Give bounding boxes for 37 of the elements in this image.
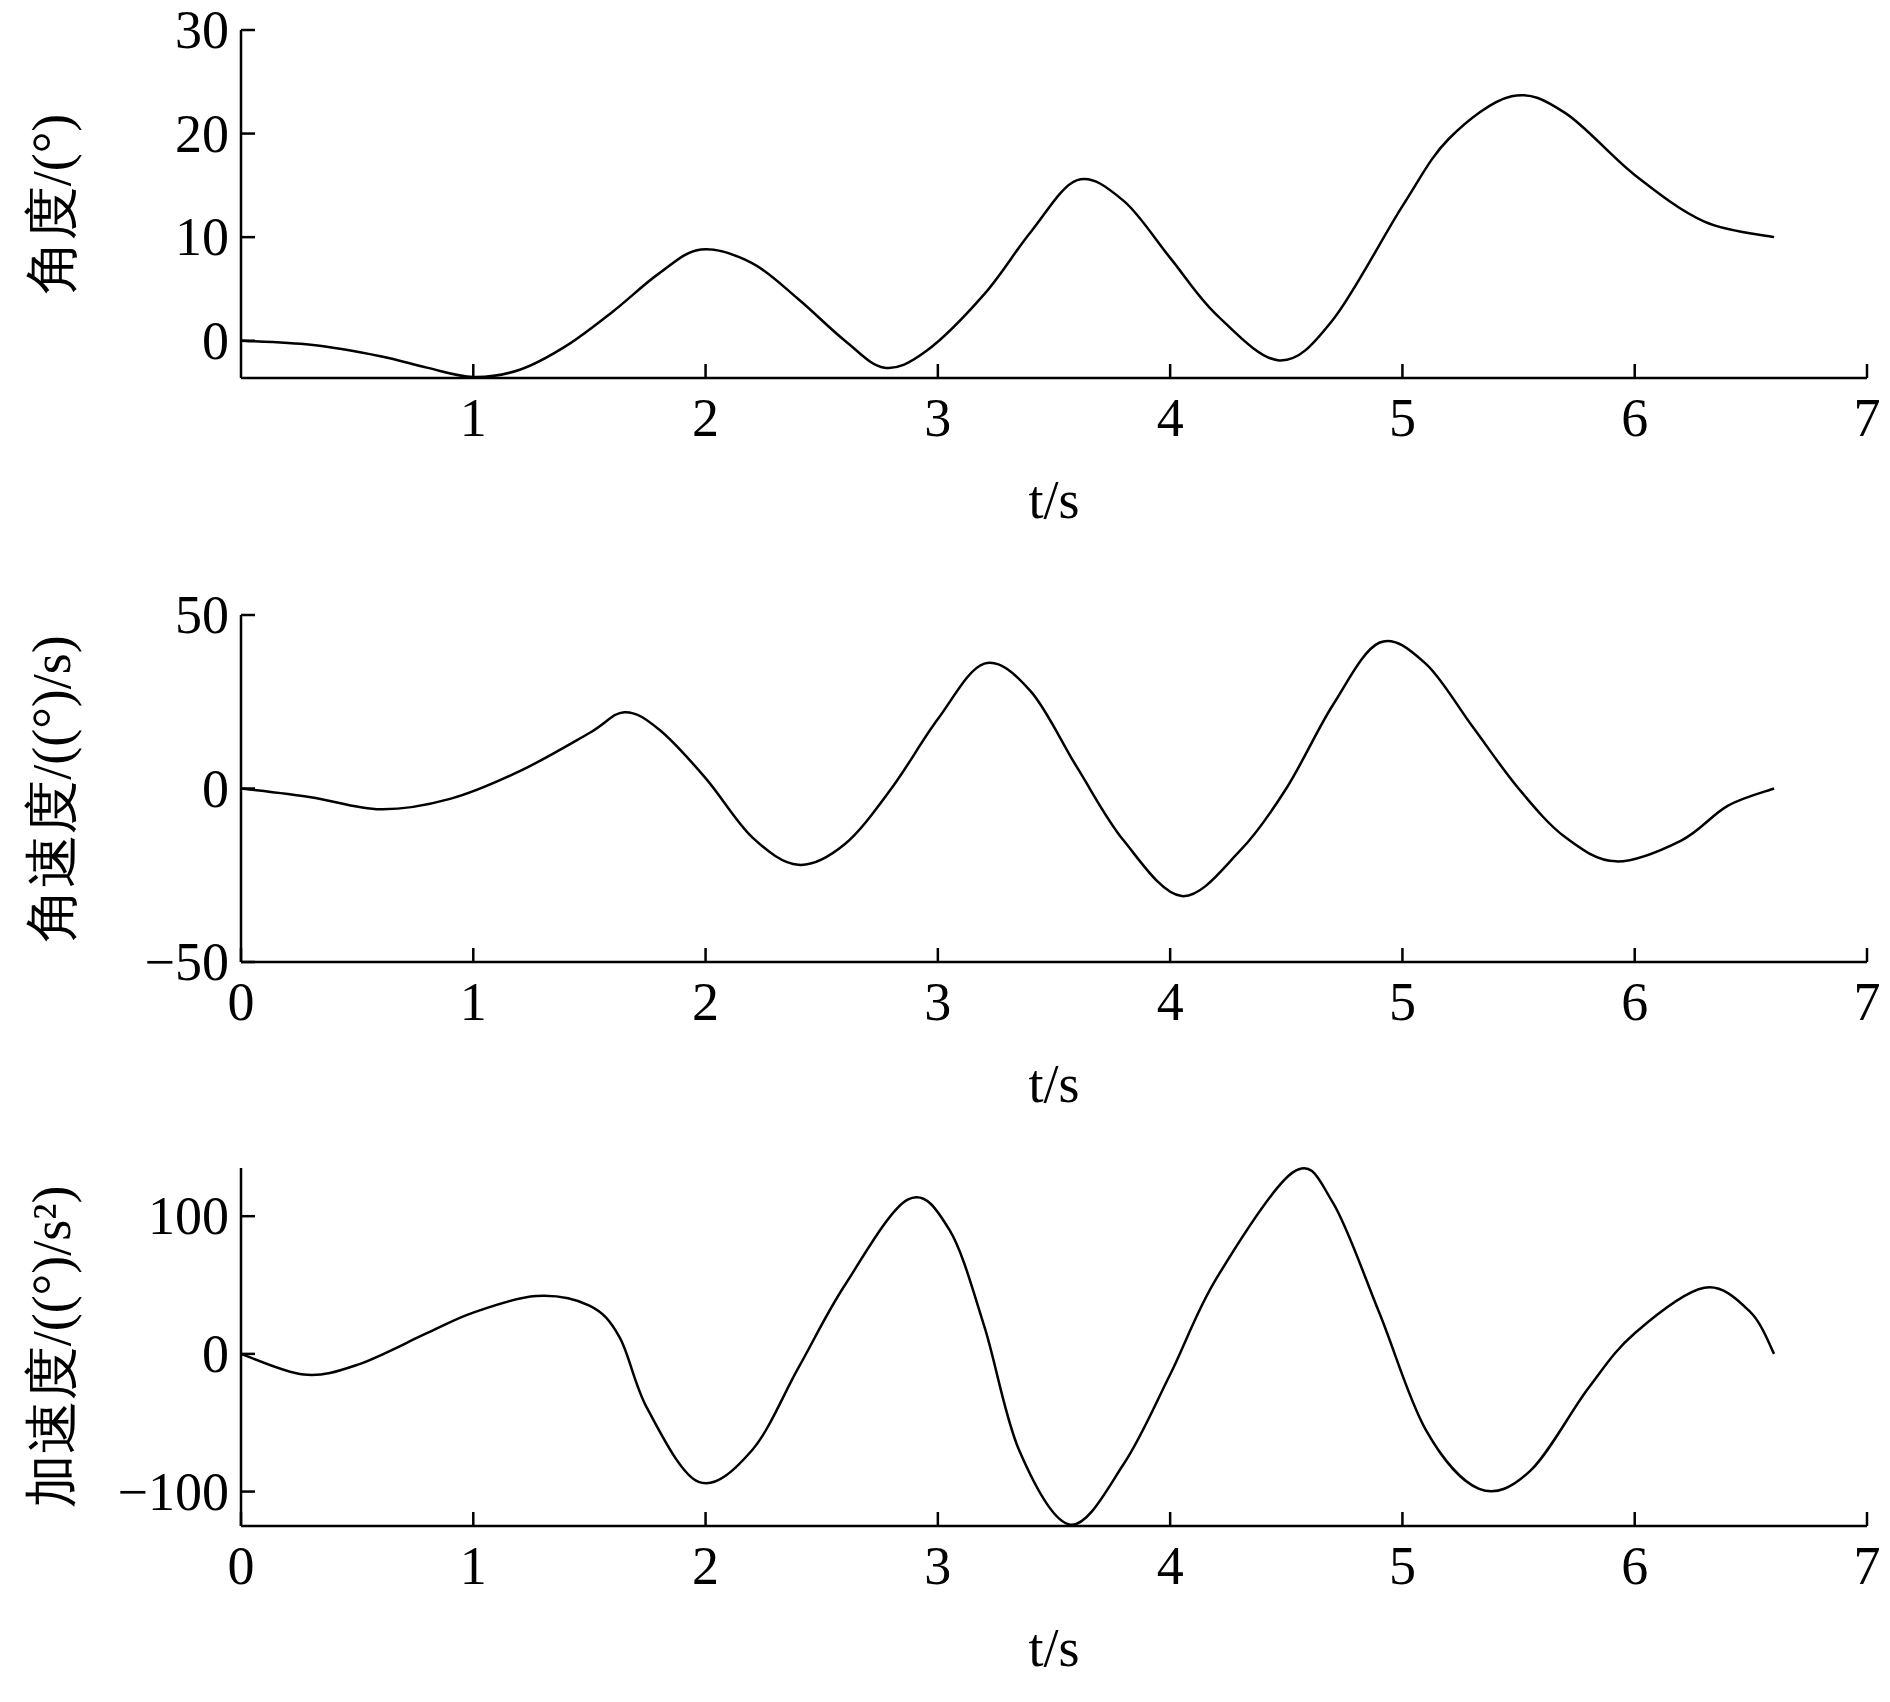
y-tick-label: 30 (175, 0, 229, 60)
x-tick-label: 6 (1621, 972, 1649, 1032)
x-tick-label: 5 (1388, 388, 1416, 448)
y-tick-label: 10 (175, 207, 229, 268)
x-tick-label: 1 (459, 388, 487, 448)
y-tick-label: 100 (148, 1186, 229, 1247)
y-axis-title: 角度/(°) (22, 113, 82, 295)
x-tick-label: 3 (924, 1536, 952, 1596)
x-tick-label: 7 (1853, 1536, 1881, 1596)
x-tick-label: 4 (1156, 388, 1184, 448)
x-tick-label: 5 (1388, 1536, 1416, 1596)
x-axis-title: t/s (1028, 1054, 1080, 1114)
x-tick-label: 4 (1156, 972, 1184, 1032)
x-axis-title: t/s (1028, 1618, 1080, 1678)
y-tick-label: 20 (175, 103, 229, 164)
x-tick-label: 1 (459, 972, 487, 1032)
y-tick-label: 0 (202, 1323, 229, 1384)
y-tick-label: −50 (144, 932, 229, 992)
x-axis-title: t/s (1028, 470, 1080, 530)
x-tick-label: 3 (924, 388, 952, 448)
y-tick-label: 50 (175, 585, 229, 645)
x-tick-label: 1 (459, 1536, 487, 1596)
x-tick-label: 4 (1156, 1536, 1184, 1596)
x-tick-label: 6 (1621, 388, 1649, 448)
x-tick-label: 7 (1853, 972, 1881, 1032)
x-tick-label: 5 (1388, 972, 1416, 1032)
y-tick-label: 0 (202, 758, 229, 819)
x-tick-label: 2 (692, 972, 720, 1032)
x-tick-label: 2 (692, 1536, 720, 1596)
y-axis-title: 角速度/((°)/s) (22, 635, 82, 942)
y-tick-label: 0 (202, 310, 229, 371)
x-tick-label: 2 (692, 388, 720, 448)
x-tick-label: 7 (1853, 388, 1881, 448)
x-tick-label: 6 (1621, 1536, 1649, 1596)
x-tick-label: 3 (924, 972, 952, 1032)
y-axis-title: 加速度/((°)/s²) (22, 1185, 82, 1509)
y-tick-label: −100 (117, 1461, 229, 1522)
